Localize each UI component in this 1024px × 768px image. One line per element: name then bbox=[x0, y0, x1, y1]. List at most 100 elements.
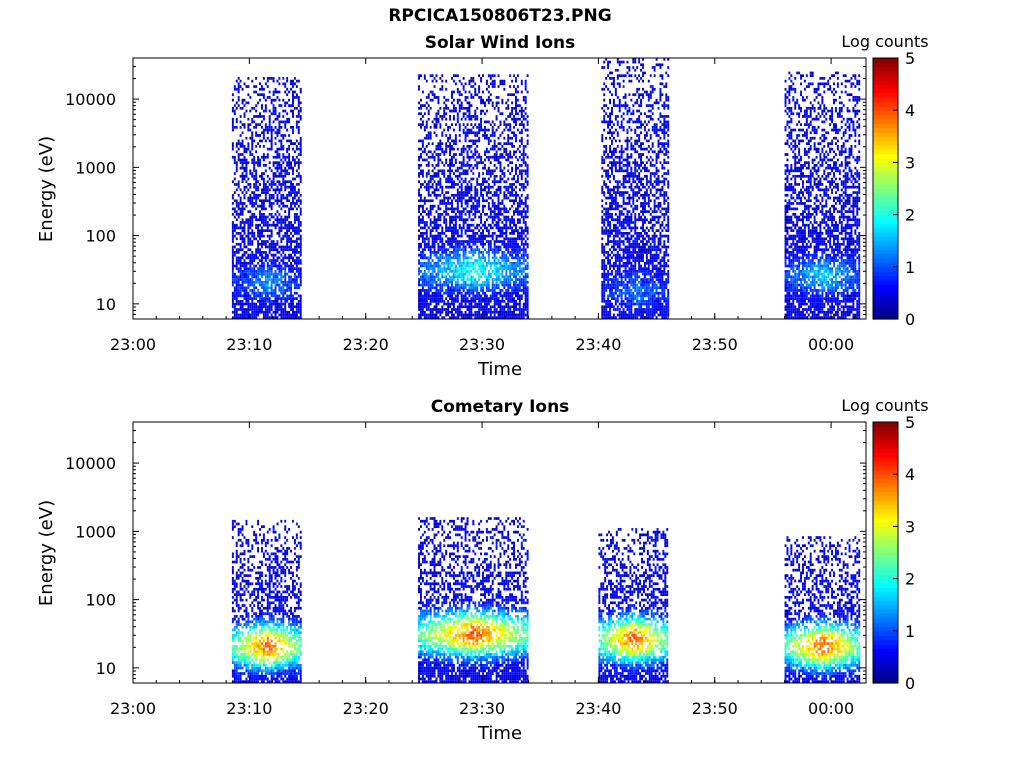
heatmap-cell bbox=[480, 120, 483, 124]
heatmap-cell bbox=[243, 82, 246, 86]
heatmap-cell bbox=[503, 87, 506, 91]
heatmap-cell bbox=[299, 237, 302, 241]
heatmap-cell bbox=[431, 226, 434, 230]
heatmap-cell bbox=[257, 305, 260, 309]
heatmap-cell bbox=[520, 278, 523, 281]
heatmap-cell bbox=[507, 128, 510, 132]
heatmap-cell bbox=[439, 297, 442, 300]
heatmap-cell bbox=[509, 221, 512, 224]
heatmap-cell bbox=[515, 272, 517, 276]
heatmap-cell bbox=[425, 123, 428, 126]
heatmap-cell bbox=[609, 117, 611, 121]
heatmap-cell bbox=[292, 229, 294, 232]
heatmap-cell bbox=[509, 253, 512, 257]
heatmap-cell bbox=[233, 294, 236, 298]
heatmap-cell bbox=[292, 280, 294, 284]
heatmap-cell bbox=[437, 142, 440, 145]
heatmap-cell bbox=[435, 261, 438, 265]
heatmap-cell bbox=[493, 218, 496, 222]
heatmap-cell bbox=[458, 79, 461, 83]
heatmap-cell bbox=[460, 183, 463, 186]
heatmap-cell bbox=[443, 101, 446, 105]
heatmap-cell bbox=[511, 253, 514, 257]
heatmap-cell bbox=[470, 85, 473, 88]
heatmap-cell bbox=[247, 240, 250, 243]
heatmap-cell bbox=[524, 180, 527, 184]
heatmap-cell bbox=[491, 131, 494, 135]
heatmap-cell bbox=[274, 261, 277, 265]
heatmap-cell bbox=[474, 117, 477, 121]
heatmap-cell bbox=[605, 316, 608, 319]
heatmap-cell bbox=[293, 286, 296, 290]
heatmap-cell bbox=[288, 212, 291, 216]
heatmap-cell bbox=[433, 261, 436, 265]
heatmap-cell bbox=[605, 77, 608, 80]
heatmap-cell bbox=[264, 272, 267, 276]
heatmap-cell bbox=[292, 264, 294, 268]
heatmap-cell bbox=[260, 240, 263, 243]
heatmap-cell bbox=[485, 316, 488, 319]
heatmap-cell bbox=[257, 251, 260, 254]
heatmap-cell bbox=[472, 305, 475, 309]
heatmap-cell bbox=[445, 117, 448, 121]
heatmap-cell bbox=[470, 164, 473, 167]
heatmap-cell bbox=[452, 237, 455, 241]
heatmap-cell bbox=[295, 145, 298, 148]
heatmap-cell bbox=[482, 98, 484, 102]
heatmap-cell bbox=[272, 245, 275, 249]
heatmap-cell bbox=[456, 308, 459, 311]
heatmap-cell bbox=[255, 308, 258, 311]
heatmap-cell bbox=[266, 294, 269, 298]
heatmap-cell bbox=[286, 101, 289, 105]
heatmap-cell bbox=[290, 237, 293, 241]
heatmap-cell bbox=[487, 185, 490, 189]
heatmap-cell bbox=[495, 251, 498, 254]
heatmap-cell bbox=[264, 280, 267, 284]
heatmap-cell bbox=[255, 305, 258, 309]
heatmap-cell bbox=[495, 150, 498, 154]
heatmap-cell bbox=[233, 291, 236, 295]
heatmap-cell bbox=[262, 261, 265, 265]
heatmap-cell bbox=[255, 169, 258, 173]
heatmap-cell bbox=[485, 185, 488, 189]
heatmap-cell bbox=[516, 90, 519, 94]
heatmap-cell bbox=[255, 207, 258, 211]
heatmap-cell bbox=[454, 272, 457, 276]
heatmap-cell bbox=[419, 104, 422, 107]
heatmap-cell bbox=[607, 237, 610, 241]
heatmap-cell bbox=[243, 226, 246, 230]
heatmap-cell bbox=[505, 142, 508, 145]
heatmap-cell bbox=[464, 256, 467, 260]
heatmap-cell bbox=[447, 180, 450, 184]
heatmap-cell bbox=[458, 134, 461, 137]
heatmap-cell bbox=[458, 218, 461, 222]
heatmap-cell bbox=[253, 280, 256, 284]
heatmap-cell bbox=[497, 245, 500, 249]
heatmap-cell bbox=[493, 223, 496, 227]
heatmap-cell bbox=[237, 308, 240, 311]
heatmap-cell bbox=[482, 101, 484, 105]
heatmap-cell bbox=[503, 210, 506, 213]
heatmap-cell bbox=[449, 150, 452, 154]
heatmap-cell bbox=[443, 232, 446, 235]
heatmap-cell bbox=[421, 261, 424, 265]
heatmap-cell bbox=[466, 240, 469, 243]
heatmap-cell bbox=[491, 104, 494, 107]
heatmap-cell bbox=[462, 150, 465, 154]
heatmap-cell bbox=[429, 297, 432, 300]
heatmap-cell bbox=[522, 215, 525, 219]
heatmap-cell bbox=[260, 177, 263, 181]
heatmap-cell bbox=[454, 153, 457, 156]
heatmap-cell bbox=[478, 210, 481, 213]
heatmap-cell bbox=[272, 180, 275, 184]
heatmap-cell bbox=[445, 123, 448, 126]
heatmap-cell bbox=[520, 226, 523, 230]
heatmap-cell bbox=[526, 267, 529, 271]
heatmap-cell bbox=[245, 272, 248, 276]
heatmap-cell bbox=[255, 275, 258, 279]
heatmap-cell bbox=[257, 289, 260, 292]
heatmap-cell bbox=[472, 202, 475, 205]
heatmap-cell bbox=[419, 242, 422, 246]
heatmap-cell bbox=[264, 218, 267, 222]
heatmap-cell bbox=[435, 174, 438, 178]
